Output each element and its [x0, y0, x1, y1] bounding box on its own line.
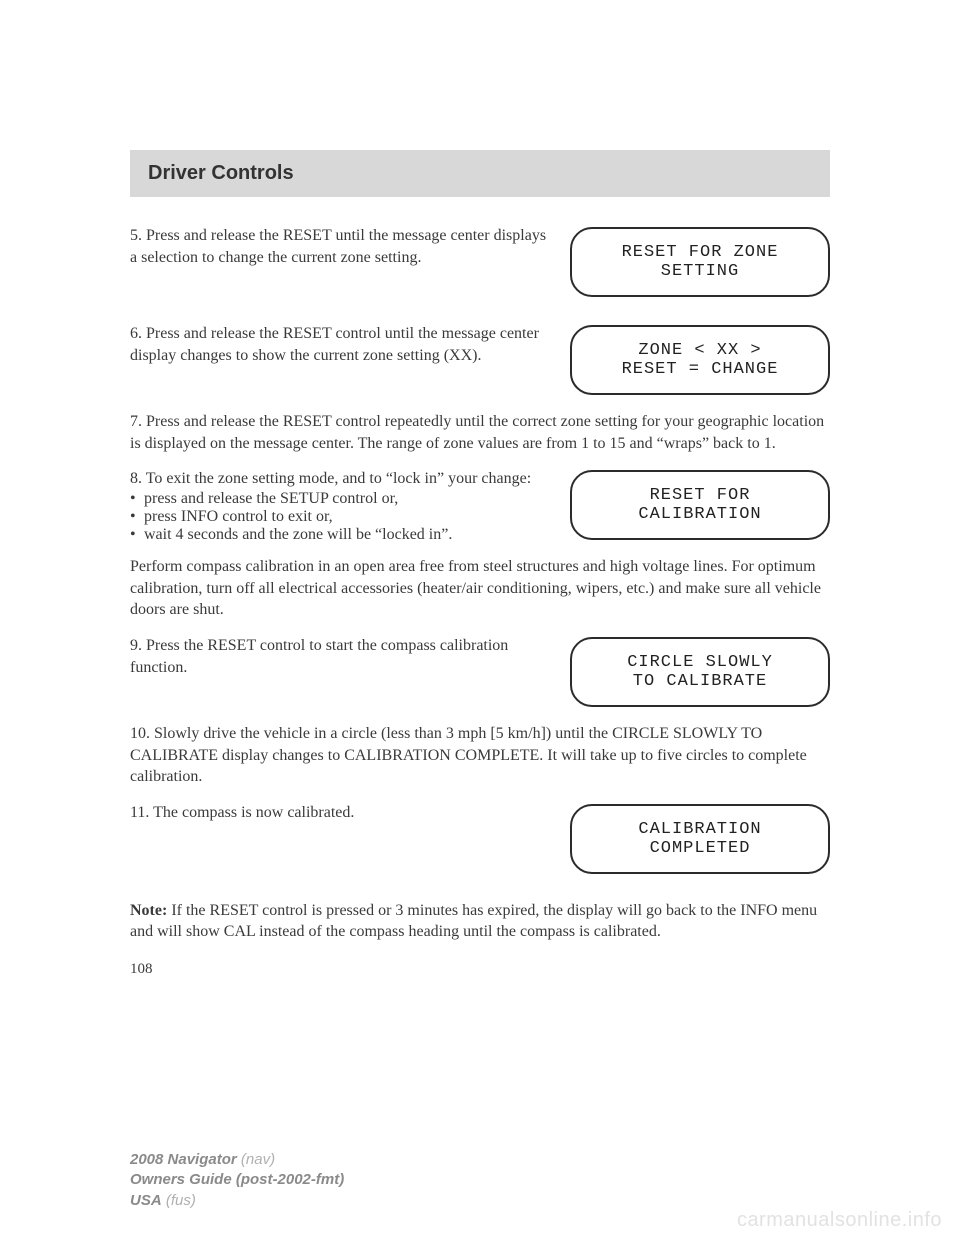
- lcd-line: RESET FOR: [650, 486, 751, 505]
- step-6-row: 6. Press and release the RESET control u…: [130, 323, 830, 399]
- step-11-text-col: 11. The compass is now calibrated.: [130, 802, 570, 824]
- footer-line-3: USA (fus): [130, 1191, 344, 1211]
- bullet-item: • press and release the SETUP control or…: [130, 490, 554, 508]
- footer-model-suffix: (nav): [237, 1151, 275, 1168]
- lcd-zone-xx: ZONE < XX > RESET = CHANGE: [570, 325, 830, 395]
- lcd-line: TO CALIBRATE: [633, 672, 767, 691]
- section-title: Driver Controls: [148, 162, 812, 185]
- lcd-reset-for-zone: RESET FOR ZONE SETTING: [570, 227, 830, 297]
- lcd-line: ZONE < XX >: [638, 341, 761, 360]
- step-8-row: 8. To exit the zone setting mode, and to…: [130, 468, 830, 544]
- lcd-line: RESET FOR ZONE: [622, 243, 779, 262]
- step-5-text-col: 5. Press and release the RESET until the…: [130, 225, 570, 268]
- step-8-intro: 8. To exit the zone setting mode, and to…: [130, 468, 554, 490]
- bullet-text: wait 4 seconds and the zone will be “loc…: [144, 526, 452, 544]
- bullet-icon: •: [130, 508, 144, 526]
- lcd-line: CALIBRATION: [638, 820, 761, 839]
- footer-region-suffix: (fus): [162, 1192, 196, 1209]
- step-9-text-col: 9. Press the RESET control to start the …: [130, 635, 570, 678]
- step-9-text: 9. Press the RESET control to start the …: [130, 635, 554, 678]
- footer-line-1: 2008 Navigator (nav): [130, 1150, 344, 1170]
- section-header: Driver Controls: [130, 150, 830, 197]
- bullet-item: • wait 4 seconds and the zone will be “l…: [130, 526, 554, 544]
- step-11-text: 11. The compass is now calibrated.: [130, 802, 554, 824]
- footer-guide: Owners Guide (post-2002-fmt): [130, 1170, 344, 1190]
- bullet-text: press and release the SETUP control or,: [144, 490, 398, 508]
- step-6-text-col: 6. Press and release the RESET control u…: [130, 323, 570, 366]
- bullet-text: press INFO control to exit or,: [144, 508, 333, 526]
- lcd-line: RESET = CHANGE: [622, 360, 779, 379]
- bullet-item: • press INFO control to exit or,: [130, 508, 554, 526]
- lcd-line: COMPLETED: [650, 839, 751, 858]
- note-text: If the RESET control is pressed or 3 min…: [130, 902, 817, 941]
- step-9-row: 9. Press the RESET control to start the …: [130, 635, 830, 711]
- note-label: Note:: [130, 902, 167, 919]
- step-5-text: 5. Press and release the RESET until the…: [130, 225, 554, 268]
- footer-region: USA: [130, 1192, 162, 1209]
- step-11-row: 11. The compass is now calibrated. CALIB…: [130, 802, 830, 878]
- lcd-calibration-completed: CALIBRATION COMPLETED: [570, 804, 830, 874]
- footer-model: 2008 Navigator: [130, 1151, 237, 1168]
- footer: 2008 Navigator (nav) Owners Guide (post-…: [130, 1150, 344, 1211]
- bullet-icon: •: [130, 490, 144, 508]
- step-7-text: 7. Press and release the RESET control r…: [130, 411, 830, 454]
- bullet-icon: •: [130, 526, 144, 544]
- step-8-text-col: 8. To exit the zone setting mode, and to…: [130, 468, 570, 544]
- lcd-reset-for-calibration: RESET FOR CALIBRATION: [570, 470, 830, 540]
- note-paragraph: Note: If the RESET control is pressed or…: [130, 900, 830, 943]
- page-content: Driver Controls 5. Press and release the…: [130, 150, 830, 978]
- lcd-line: SETTING: [661, 262, 739, 281]
- watermark: carmanualsonline.info: [737, 1209, 942, 1232]
- page-number: 108: [130, 961, 830, 978]
- lcd-circle-slowly: CIRCLE SLOWLY TO CALIBRATE: [570, 637, 830, 707]
- step-10-text: 10. Slowly drive the vehicle in a circle…: [130, 723, 830, 788]
- step-5-row: 5. Press and release the RESET until the…: [130, 225, 830, 301]
- calibration-paragraph: Perform compass calibration in an open a…: [130, 556, 830, 621]
- lcd-line: CIRCLE SLOWLY: [627, 653, 773, 672]
- step-6-text: 6. Press and release the RESET control u…: [130, 323, 554, 366]
- lcd-line: CALIBRATION: [638, 505, 761, 524]
